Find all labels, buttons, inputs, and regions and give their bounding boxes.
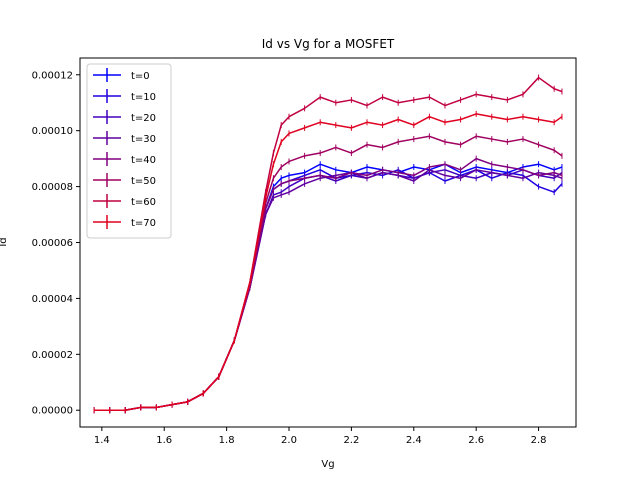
legend-label: t=70 bbox=[131, 218, 156, 229]
y-tick-label: 0.00006 bbox=[32, 238, 73, 249]
y-axis-label: Id bbox=[0, 237, 9, 246]
x-tick-label: 2.6 bbox=[468, 435, 484, 446]
y-tick-label: 0.00000 bbox=[32, 406, 73, 417]
legend-label: t=0 bbox=[131, 71, 150, 82]
legend-item: t=30 bbox=[93, 131, 156, 145]
legend-label: t=10 bbox=[131, 92, 156, 103]
legend: t=0 t=10 t=20 t=30 t=40 t=50 t=60 t=70 bbox=[86, 63, 172, 239]
legend-label: t=20 bbox=[131, 113, 156, 124]
x-tick-label: 2.8 bbox=[531, 435, 547, 446]
legend-label: t=60 bbox=[131, 197, 156, 208]
chart-title: Id vs Vg for a MOSFET bbox=[262, 37, 395, 51]
x-tick-label: 1.8 bbox=[219, 435, 235, 446]
legend-item: t=10 bbox=[93, 89, 156, 103]
x-axis: 1.4 1.6 1.8 2.0 2.2 2.4 2.6 2.8 bbox=[94, 427, 547, 446]
legend-item: t=60 bbox=[93, 194, 156, 208]
x-axis-label: Vg bbox=[321, 459, 334, 470]
legend-item: t=0 bbox=[93, 68, 150, 82]
y-tick-label: 0.00008 bbox=[32, 182, 73, 193]
y-tick-label: 0.00010 bbox=[32, 126, 73, 137]
series-t-70 bbox=[93, 110, 563, 414]
x-tick-label: 1.4 bbox=[94, 435, 110, 446]
legend-item: t=40 bbox=[93, 152, 156, 166]
legend-label: t=50 bbox=[131, 176, 156, 187]
y-tick-label: 0.00012 bbox=[32, 70, 73, 81]
x-tick-label: 2.0 bbox=[281, 435, 297, 446]
legend-label: t=40 bbox=[131, 155, 156, 166]
y-axis: 0.00000 0.00002 0.00004 0.00006 0.00008 0.000… bbox=[32, 70, 80, 417]
legend-item: t=20 bbox=[93, 110, 156, 124]
y-tick-label: 0.00004 bbox=[32, 294, 73, 305]
legend-item: t=70 bbox=[93, 215, 156, 229]
x-tick-label: 2.4 bbox=[406, 435, 422, 446]
legend-box bbox=[86, 63, 172, 239]
x-tick-label: 2.2 bbox=[343, 435, 359, 446]
series-layer bbox=[93, 74, 563, 414]
y-tick-label: 0.00002 bbox=[32, 350, 73, 361]
legend-item: t=50 bbox=[93, 173, 156, 187]
x-tick-label: 1.6 bbox=[156, 435, 172, 446]
legend-label: t=30 bbox=[131, 134, 156, 145]
